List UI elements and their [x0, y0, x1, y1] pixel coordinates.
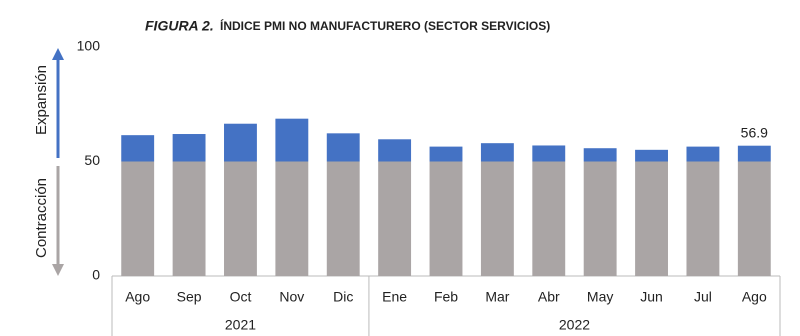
x-tick-label: Dic: [333, 289, 353, 305]
bar-base: [224, 161, 257, 276]
bar: [686, 146, 720, 162]
bar: [224, 123, 257, 162]
data-label: 56.9: [741, 124, 768, 140]
y-tick-label: 50: [84, 152, 100, 168]
bar: [378, 139, 412, 162]
x-tick-label: Jul: [694, 289, 712, 305]
bar: [326, 133, 360, 162]
bar-base: [172, 161, 206, 276]
x-tick-label: Oct: [230, 289, 252, 305]
contraction-arrowhead: [52, 264, 64, 276]
expansion-arrowhead: [52, 48, 64, 60]
x-tick-label: Jun: [640, 289, 663, 305]
chart-title-label: FIGURA 2.: [145, 18, 214, 34]
bar-base: [378, 161, 412, 276]
bar: [532, 145, 566, 162]
bar-base: [532, 161, 566, 276]
bar-base: [326, 161, 360, 276]
group-label: 2021: [225, 317, 256, 333]
group-label: 2022: [559, 317, 590, 333]
chart-title: ÍNDICE PMI NO MANUFACTURERO (SECTOR SERV…: [220, 18, 550, 33]
bar-base: [583, 161, 617, 276]
bar-base: [121, 161, 155, 276]
x-tick-label: Abr: [538, 289, 560, 305]
x-tick-label: Ago: [125, 289, 150, 305]
x-tick-label: May: [587, 289, 613, 305]
upper-axis-label: Expansión: [33, 65, 50, 135]
bar-base: [686, 161, 720, 276]
bar: [172, 134, 206, 162]
x-tick-label: Ago: [742, 289, 767, 305]
bar-base: [737, 161, 771, 276]
bar: [275, 118, 309, 162]
bar: [121, 135, 155, 162]
bar: [480, 143, 514, 162]
bar: [635, 149, 668, 162]
y-tick-label: 0: [92, 267, 100, 283]
bar-base: [275, 161, 309, 276]
bar-base: [480, 161, 514, 276]
x-tick-label: Sep: [177, 289, 202, 305]
x-tick-label: Nov: [279, 289, 304, 305]
bar: [429, 146, 463, 162]
bar: [737, 145, 771, 162]
x-tick-label: Feb: [434, 289, 458, 305]
x-tick-label: Ene: [382, 289, 407, 305]
y-tick-label: 100: [77, 38, 101, 54]
bar: [583, 148, 617, 162]
bar-base: [635, 161, 668, 276]
lower-axis-label: Contracción: [33, 178, 50, 258]
bar-base: [429, 161, 463, 276]
x-tick-label: Mar: [485, 289, 509, 305]
